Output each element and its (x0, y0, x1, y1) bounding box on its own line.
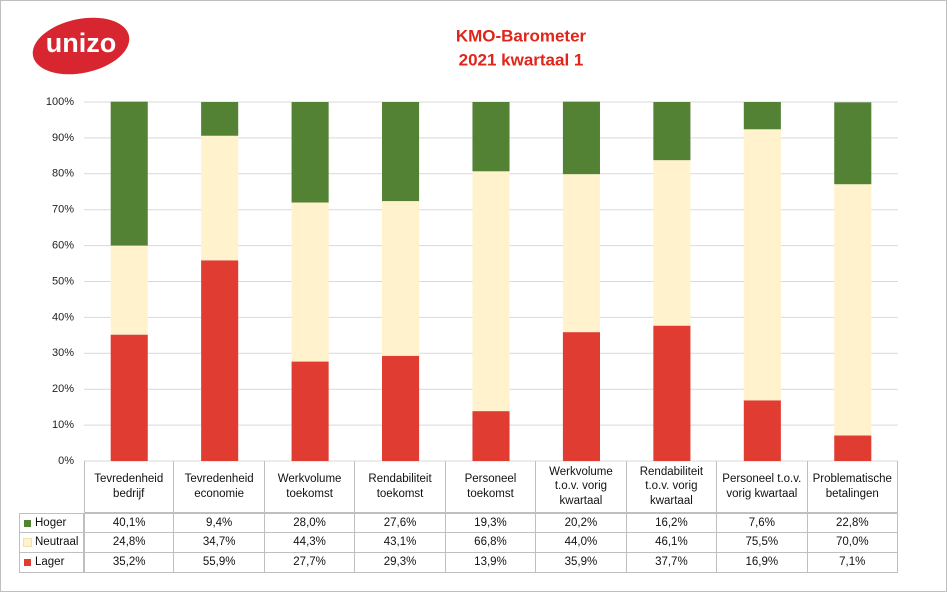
bar-segment (201, 102, 239, 136)
value-label: 35,2% (84, 553, 175, 573)
bar-segment (110, 245, 148, 335)
value-label: 75,5% (717, 533, 808, 553)
y-tick-label: 90% (52, 132, 74, 144)
bar-segment (562, 174, 600, 333)
value-label: 22,8% (807, 513, 898, 533)
value-label: 24,8% (84, 533, 175, 553)
legend-entry: Lager (19, 553, 84, 573)
value-label: 16,2% (626, 513, 718, 533)
bar-segment (653, 325, 691, 461)
y-tick-label: 100% (46, 96, 74, 108)
value-label: 70,0% (807, 533, 898, 553)
value-label: 16,9% (717, 553, 808, 573)
value-label: 34,7% (174, 533, 265, 553)
value-label: 35,9% (536, 553, 627, 573)
bar-segment (562, 101, 600, 175)
table-frame (84, 461, 898, 513)
bar-segment (382, 355, 420, 461)
value-label: 37,7% (626, 553, 718, 573)
y-tick-label: 0% (58, 455, 74, 467)
value-label: 55,9% (174, 553, 265, 573)
bar-segment (834, 184, 872, 436)
value-label: 44,3% (264, 533, 356, 553)
value-label: 9,4% (174, 513, 265, 533)
value-label: 46,1% (626, 533, 718, 553)
value-label: 27,6% (355, 513, 446, 533)
value-label: 66,8% (445, 533, 537, 553)
legend-label: Neutraal (35, 536, 79, 549)
category-label: Rendabiliteit toekomst (355, 461, 446, 513)
bar-segment (743, 102, 781, 130)
bar-segment (382, 102, 420, 202)
bar-segment (653, 160, 691, 326)
chart-title: KMO-Barometer (456, 26, 587, 45)
value-label: 20,2% (536, 513, 627, 533)
legend-swatch (23, 538, 32, 547)
category-label: Tevredenheid bedrijf (84, 461, 175, 513)
bar-segment (743, 400, 781, 461)
y-tick-label: 40% (52, 311, 74, 323)
value-label: 28,0% (264, 513, 356, 533)
y-tick-label: 60% (52, 240, 74, 252)
bar-segment (201, 260, 239, 461)
category-label: Tevredenheid economie (174, 461, 265, 513)
value-label: 13,9% (445, 553, 537, 573)
bar-segment (291, 361, 329, 461)
legend-label: Hoger (35, 516, 67, 529)
category-label: Problematische betalingen (807, 461, 898, 513)
legend-swatch (24, 519, 31, 527)
bar-segment (291, 102, 329, 203)
bar-segment (834, 102, 872, 185)
value-label: 40,1% (84, 513, 175, 533)
bar-segment (743, 129, 781, 401)
bar-segment (472, 171, 510, 412)
bar-segment (382, 201, 420, 356)
value-label: 7,6% (717, 513, 808, 533)
logo-badge (32, 17, 130, 75)
y-tick-label: 30% (52, 347, 74, 359)
value-label: 29,3% (355, 553, 446, 573)
y-tick-label: 10% (52, 419, 74, 431)
y-tick-label: 80% (52, 168, 74, 180)
logo: unizo (46, 28, 116, 58)
category-label: Werkvolume toekomst (264, 461, 356, 513)
bar-segment (653, 102, 691, 161)
y-tick-label: 50% (52, 275, 74, 287)
bar-segment (110, 334, 148, 461)
value-label: 19,3% (445, 513, 537, 533)
category-label: Personeel t.o.v. vorig kwartaal (717, 461, 808, 513)
value-label: 27,7% (264, 553, 356, 573)
category-label: Werkvolume t.o.v. vorig kwartaal (536, 461, 627, 513)
bar-segment (562, 332, 600, 461)
bar-segment (472, 102, 510, 172)
bar-segment (834, 435, 872, 461)
y-tick-label: 20% (52, 383, 74, 395)
legend-entry: Neutraal (19, 533, 84, 553)
value-label: 44,0% (536, 533, 627, 553)
bar-segment (472, 411, 510, 461)
bar-segment (291, 202, 329, 362)
chart-subtitle: 2021 kwartaal 1 (459, 50, 584, 69)
legend-entry: Hoger (19, 513, 84, 533)
bar-segment (110, 101, 148, 246)
value-label: 43,1% (355, 533, 446, 553)
legend-label: Lager (35, 556, 65, 569)
category-label: Personeel toekomst (445, 461, 537, 513)
bar-segment (201, 135, 239, 261)
value-label: 7,1% (807, 553, 898, 573)
legend-swatch (24, 559, 31, 566)
category-label: Rendabiliteit t.o.v. vorig kwartaal (626, 461, 718, 513)
y-tick-label: 70% (52, 204, 74, 216)
